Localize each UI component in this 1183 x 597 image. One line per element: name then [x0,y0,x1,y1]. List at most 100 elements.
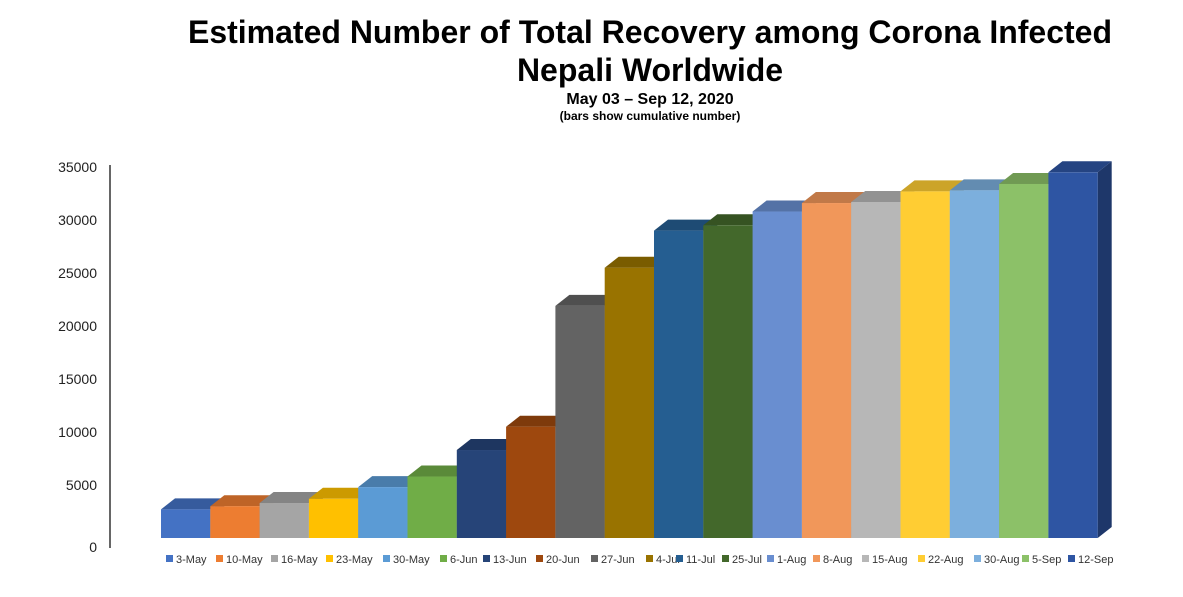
bar-top [308,487,373,499]
bar-front [654,230,704,538]
legend-label: 11-Jul [686,554,715,566]
legend-label: 10-May [226,554,263,566]
bar-front [999,183,1049,538]
bar-front [259,503,309,538]
bar-top [210,495,274,507]
legend: 3-May 10-May 16-May 23-May 30-May 6-Jun 13-Jun… [166,554,1113,566]
bar-top [752,200,816,212]
y-axis: 0 5000 10000 15000 20000 25000 30000 35000 [58,159,111,555]
bar-front [358,487,408,538]
bar-top [654,219,718,231]
legend-label: 30-May [393,554,430,566]
y-tick-label: 10000 [58,424,97,440]
legend-item-3-May: 3-May [166,554,207,566]
legend-label: 5-Sep [1032,554,1061,566]
legend-label: 15-Aug [872,554,907,566]
bar-top [407,465,471,477]
bar-top [555,294,619,306]
legend-swatch [862,555,869,562]
bar-top [703,214,767,226]
legend-swatch [646,555,653,562]
legend-label: 30-Aug [984,554,1019,566]
legend-item-23-May: 23-May [326,554,373,566]
y-tick-label: 30000 [58,212,97,228]
legend-item-1-Aug: 1-Aug [767,554,806,566]
bar-front [308,498,359,538]
bar-top [161,498,225,510]
legend-swatch [483,555,490,562]
legend-swatch [536,555,543,562]
legend-item-4-Jul: 4-Jul [646,554,680,566]
bar-top [259,492,323,504]
legend-item-8-Aug: 8-Aug [813,554,852,566]
bar-front [456,450,507,538]
bar-front [604,267,654,538]
legend-swatch [974,555,981,562]
legend-label: 3-May [176,554,207,566]
y-tick-label: 5000 [66,477,97,493]
bar-top [1048,161,1112,173]
legend-swatch [813,555,820,562]
bar-front [900,191,950,538]
legend-item-12-Sep: 12-Sep [1068,554,1113,566]
legend-swatch [591,555,598,562]
legend-swatch [918,555,925,562]
legend-item-10-May: 10-May [216,554,263,566]
legend-label: 20-Jun [546,554,580,566]
bar-front [555,305,605,538]
legend-label: 8-Aug [823,554,852,566]
y-tick-label: 0 [89,539,97,555]
legend-item-6-Jun: 6-Jun [440,554,478,566]
bar-top [604,256,668,268]
legend-swatch [1068,555,1075,562]
bar-front [1048,172,1098,539]
bar-top [456,439,521,451]
legend-swatch [271,555,278,562]
legend-item-11-Jul: 11-Jul [676,554,715,566]
legend-swatch [767,555,774,562]
y-tick-label: 20000 [58,318,97,334]
legend-label: 25-Jul [732,554,762,566]
bar-front [801,203,852,539]
chart-subtitle: May 03 – Sep 12, 2020 [566,91,734,108]
legend-swatch [166,555,173,562]
bar-12-Sep [1048,161,1112,539]
y-tick-label: 35000 [58,159,97,175]
legend-item-5-Sep: 5-Sep [1022,554,1061,566]
legend-label: 4-Jul [656,554,680,566]
bar-front [407,476,457,538]
bar-side [1097,161,1112,539]
legend-item-27-Jun: 27-Jun [591,554,635,566]
bar-front [161,509,211,538]
legend-item-20-Jun: 20-Jun [536,554,580,566]
legend-item-22-Aug: 22-Aug [918,554,963,566]
bar-front [949,190,1000,538]
bar-front [703,225,753,539]
bar-6-Jun [407,465,471,538]
legend-label: 13-Jun [493,554,527,566]
bar-top [949,179,1014,191]
legend-label: 23-May [336,554,373,566]
y-tick-label: 15000 [58,371,97,387]
legend-label: 27-Jun [601,554,635,566]
chart-title-line2: Nepali Worldwide [516,52,784,88]
legend-swatch [722,555,729,562]
legend-swatch [383,555,390,562]
bar-front [752,211,802,538]
bar-top [801,192,866,204]
legend-label: 16-May [281,554,318,566]
legend-swatch [326,555,333,562]
legend-label: 6-Jun [450,554,478,566]
legend-item-30-Aug: 30-Aug [974,554,1019,566]
legend-item-15-Aug: 15-Aug [862,554,907,566]
legend-item-13-Jun: 13-Jun [483,554,527,566]
bar-top [900,180,964,192]
y-tick-label: 25000 [58,265,97,281]
bar-front [851,201,901,539]
chart-note: (bars show cumulative number) [559,109,741,123]
bar-front [506,426,556,538]
bar-top [851,190,915,202]
legend-swatch [440,555,447,562]
legend-item-16-May: 16-May [271,554,318,566]
